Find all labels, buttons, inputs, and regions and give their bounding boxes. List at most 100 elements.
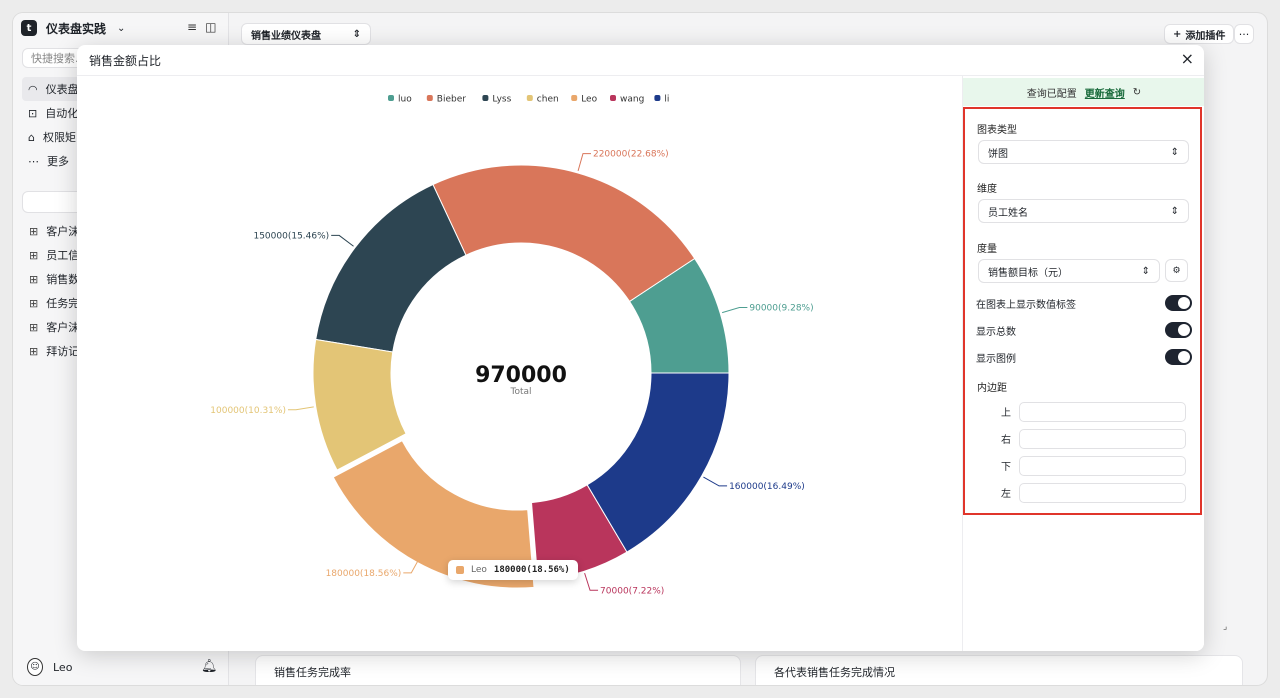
legend-label[interactable]: chen [537, 95, 559, 105]
label-leader-line [577, 153, 591, 172]
pie-slice[interactable] [332, 440, 535, 589]
user-profile[interactable]: ☺ Leo [27, 658, 72, 676]
slice-value-label: 220000(22.68%) [593, 150, 669, 160]
pie-slice[interactable] [315, 183, 467, 353]
table-item-label: 任务完 [46, 297, 80, 310]
toggle-row-value-labels: 在图表上显示数值标签 [976, 295, 1192, 311]
workspace-switcher[interactable]: t 仪表盘实践 ⌄ [21, 17, 125, 39]
table-item[interactable]: ⊞ 任务完 [29, 291, 83, 315]
legend-label[interactable]: Leo [581, 95, 597, 105]
measure-settings-button[interactable]: ⚙ [1165, 259, 1188, 282]
table-item-label: 员工信 [46, 249, 80, 262]
chevron-updown-icon: ⇕ [1141, 265, 1150, 277]
add-plugin-label: 添加插件 [1185, 30, 1226, 42]
chevron-down-icon: ⌄ [117, 22, 126, 34]
legend-swatch [526, 95, 533, 101]
legend-swatch [654, 95, 661, 101]
sidebar-item-automation[interactable]: ⊡ 自动化 [22, 101, 82, 125]
query-status-bar: 查询已配置 更新查询 ↻ [963, 78, 1204, 106]
legend-label[interactable]: luo [398, 95, 412, 105]
show-legend-toggle[interactable] [1165, 349, 1192, 365]
value-labels-toggle[interactable] [1165, 295, 1192, 311]
sidebar-item-dashboard[interactable]: ◠ 仪表盘 [22, 77, 82, 101]
add-plugin-button[interactable]: + 添加插件 [1164, 24, 1235, 44]
padding-right-input[interactable] [1019, 428, 1186, 449]
dashboard-select[interactable]: 销售业绩仪表盘 ⇕ [241, 23, 371, 45]
sidebar-toggle-icon[interactable]: ◫ [205, 20, 217, 34]
legend-label[interactable]: Lyss [492, 95, 511, 105]
slice-value-label: 150000(15.46%) [253, 231, 329, 241]
label-leader-line [331, 234, 354, 247]
padding-top-row: 上 [1001, 401, 1189, 422]
close-icon[interactable]: × [1180, 49, 1194, 68]
table-item-label: 拜访记 [46, 345, 80, 358]
table-item[interactable]: ⊞ 客户沫 [29, 219, 83, 243]
legend-label[interactable]: Bieber [437, 95, 466, 105]
plus-icon: + [1173, 28, 1182, 40]
legend-label[interactable]: li [664, 95, 669, 105]
slice-value-label: 90000(9.28%) [749, 303, 813, 313]
table-icon: ⊞ [29, 320, 39, 334]
resize-handle-icon[interactable]: ⌟ [1223, 622, 1228, 632]
lock-icon: ⌂ [28, 130, 35, 144]
tooltip-swatch [456, 566, 464, 574]
padding-left-input[interactable] [1019, 482, 1186, 503]
quick-search-input[interactable]: 快捷搜索. [22, 48, 92, 68]
padding-bottom-input[interactable] [1019, 455, 1186, 476]
chart-type-select[interactable]: 饼图 ⇕ [978, 140, 1189, 164]
chart-tooltip: Leo 180000(18.56%) [448, 560, 578, 580]
legend-swatch [571, 95, 578, 101]
label-leader-line [703, 476, 728, 487]
table-item[interactable]: ⊞ 销售数 [29, 267, 83, 291]
avatar: ☺ [27, 658, 43, 676]
padding-bottom-row: 下 [1001, 455, 1189, 476]
chart-config-modal: 销售金额占比 × luo Bieber Lyss chen Leo wang li 90000… [77, 45, 1204, 651]
legend-swatch [482, 95, 489, 101]
toggle-label: 显示总数 [976, 326, 1016, 338]
slice-value-label: 70000(7.22%) [600, 586, 664, 596]
padding-left-row: 左 [1001, 482, 1189, 503]
toggle-label: 显示图例 [976, 353, 1016, 365]
sidebar-item-label: 自动化 [45, 107, 79, 120]
table-item-label: 客户沫 [46, 225, 80, 238]
dimension-label: 维度 [977, 184, 997, 195]
bell-icon[interactable]: 🔔︎ [201, 659, 218, 674]
menu-icon[interactable]: ≡ [187, 20, 198, 34]
refresh-icon[interactable]: ↻ [1132, 86, 1142, 98]
legend-label[interactable]: wang [620, 95, 644, 105]
show-total-toggle[interactable] [1165, 322, 1192, 338]
more-options-button[interactable]: ··· [1234, 24, 1254, 44]
table-icon: ⊞ [29, 272, 39, 286]
label-leader-line [287, 406, 314, 411]
measure-select[interactable]: 销售额目标（元） ⇕ [978, 259, 1160, 283]
table-item[interactable]: ⊞ 拜访记 [29, 339, 83, 363]
table-item[interactable]: ⊞ 客户沫 [29, 315, 83, 339]
table-icon: ⊞ [29, 224, 39, 238]
chart-type-value: 饼图 [988, 148, 1008, 160]
sidebar-item-permissions[interactable]: ⌂ 权限矩 [22, 125, 82, 149]
padding-bottom-label: 下 [1001, 462, 1011, 473]
user-name: Leo [53, 660, 73, 674]
chevron-updown-icon: ⇕ [1170, 146, 1179, 158]
table-filter-input[interactable] [22, 191, 84, 213]
dashboard-card[interactable]: 各代表销售任务完成情况 [755, 655, 1243, 685]
padding-right-row: 右 [1001, 428, 1189, 449]
refresh-query-link[interactable]: 更新查询 [1084, 88, 1125, 100]
table-item-label: 销售数 [46, 273, 80, 286]
table-icon: ⊞ [29, 248, 39, 262]
dimension-select[interactable]: 员工姓名 ⇕ [978, 199, 1189, 223]
pie-slice[interactable] [586, 372, 730, 553]
chart-type-label: 图表类型 [977, 125, 1017, 136]
app-logo-icon: t [21, 20, 37, 36]
sidebar-item-more[interactable]: ⋯ 更多 [22, 149, 82, 173]
dashboard-card[interactable]: 销售任务完成率 [255, 655, 741, 685]
table-item-label: 客户沫 [46, 321, 80, 334]
tooltip-value: 180000(18.56%) [493, 565, 570, 575]
legend-swatch [426, 95, 433, 101]
table-item[interactable]: ⊞ 员工信 [29, 243, 83, 267]
label-leader-line [721, 306, 748, 314]
pie-slice[interactable] [312, 338, 407, 471]
config-panel: 查询已配置 更新查询 ↻ 图表类型 饼图 ⇕ 维度 员工姓名 ⇕ 度量 销售额目… [962, 76, 1204, 651]
pie-slice[interactable] [432, 164, 696, 303]
padding-top-input[interactable] [1019, 401, 1186, 422]
